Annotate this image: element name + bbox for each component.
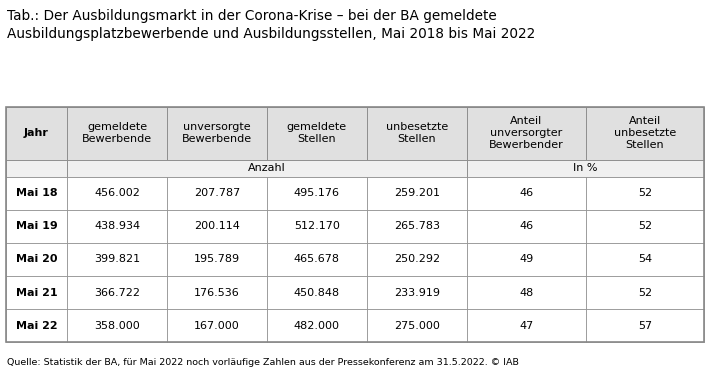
Text: gemeldete
Bewerbende: gemeldete Bewerbende [82, 122, 152, 144]
Text: unversorgte
Bewerbende: unversorgte Bewerbende [182, 122, 252, 144]
Text: 358.000: 358.000 [94, 321, 140, 331]
Text: 46: 46 [519, 188, 533, 198]
Text: 265.783: 265.783 [394, 221, 439, 231]
Text: Anzahl: Anzahl [248, 163, 286, 173]
Text: 207.787: 207.787 [194, 188, 240, 198]
Text: 54: 54 [638, 254, 652, 264]
Text: 450.848: 450.848 [294, 288, 340, 298]
Text: 48: 48 [519, 288, 533, 298]
Text: 482.000: 482.000 [294, 321, 340, 331]
Text: Mai 20: Mai 20 [16, 254, 58, 264]
Text: 275.000: 275.000 [394, 321, 439, 331]
Text: 512.170: 512.170 [294, 221, 340, 231]
Text: Mai 21: Mai 21 [16, 288, 58, 298]
Text: 57: 57 [638, 321, 652, 331]
Text: 52: 52 [638, 221, 652, 231]
Text: gemeldete
Stellen: gemeldete Stellen [287, 122, 347, 144]
Text: 200.114: 200.114 [194, 221, 240, 231]
Text: 52: 52 [638, 288, 652, 298]
Text: 49: 49 [519, 254, 533, 264]
Text: 399.821: 399.821 [94, 254, 140, 264]
Text: 47: 47 [519, 321, 533, 331]
Text: Quelle: Statistik der BA, für Mai 2022 noch vorläufige Zahlen aus der Pressekonf: Quelle: Statistik der BA, für Mai 2022 n… [7, 358, 519, 367]
Text: 250.292: 250.292 [394, 254, 440, 264]
Text: 46: 46 [519, 221, 533, 231]
Text: 195.789: 195.789 [194, 254, 240, 264]
Text: 52: 52 [638, 188, 652, 198]
Text: 366.722: 366.722 [94, 288, 140, 298]
Text: Mai 19: Mai 19 [16, 221, 58, 231]
Text: 465.678: 465.678 [294, 254, 340, 264]
Text: unbesetzte
Stellen: unbesetzte Stellen [386, 122, 448, 144]
Text: Anteil
unversorgter
Bewerbender: Anteil unversorgter Bewerbender [488, 116, 564, 150]
Text: 495.176: 495.176 [294, 188, 340, 198]
Text: 233.919: 233.919 [394, 288, 439, 298]
Text: Tab.: Der Ausbildungsmarkt in der Corona-Krise – bei der BA gemeldete
Ausbildung: Tab.: Der Ausbildungsmarkt in der Corona… [7, 9, 535, 41]
Text: 438.934: 438.934 [94, 221, 140, 231]
Text: Jahr: Jahr [24, 128, 49, 138]
Text: 176.536: 176.536 [194, 288, 240, 298]
Text: Mai 18: Mai 18 [16, 188, 58, 198]
Text: 259.201: 259.201 [394, 188, 439, 198]
Text: 456.002: 456.002 [94, 188, 140, 198]
Text: Mai 22: Mai 22 [16, 321, 58, 331]
Text: In %: In % [573, 163, 598, 173]
Text: Anteil
unbesetzte
Stellen: Anteil unbesetzte Stellen [614, 116, 676, 150]
Text: 167.000: 167.000 [194, 321, 240, 331]
